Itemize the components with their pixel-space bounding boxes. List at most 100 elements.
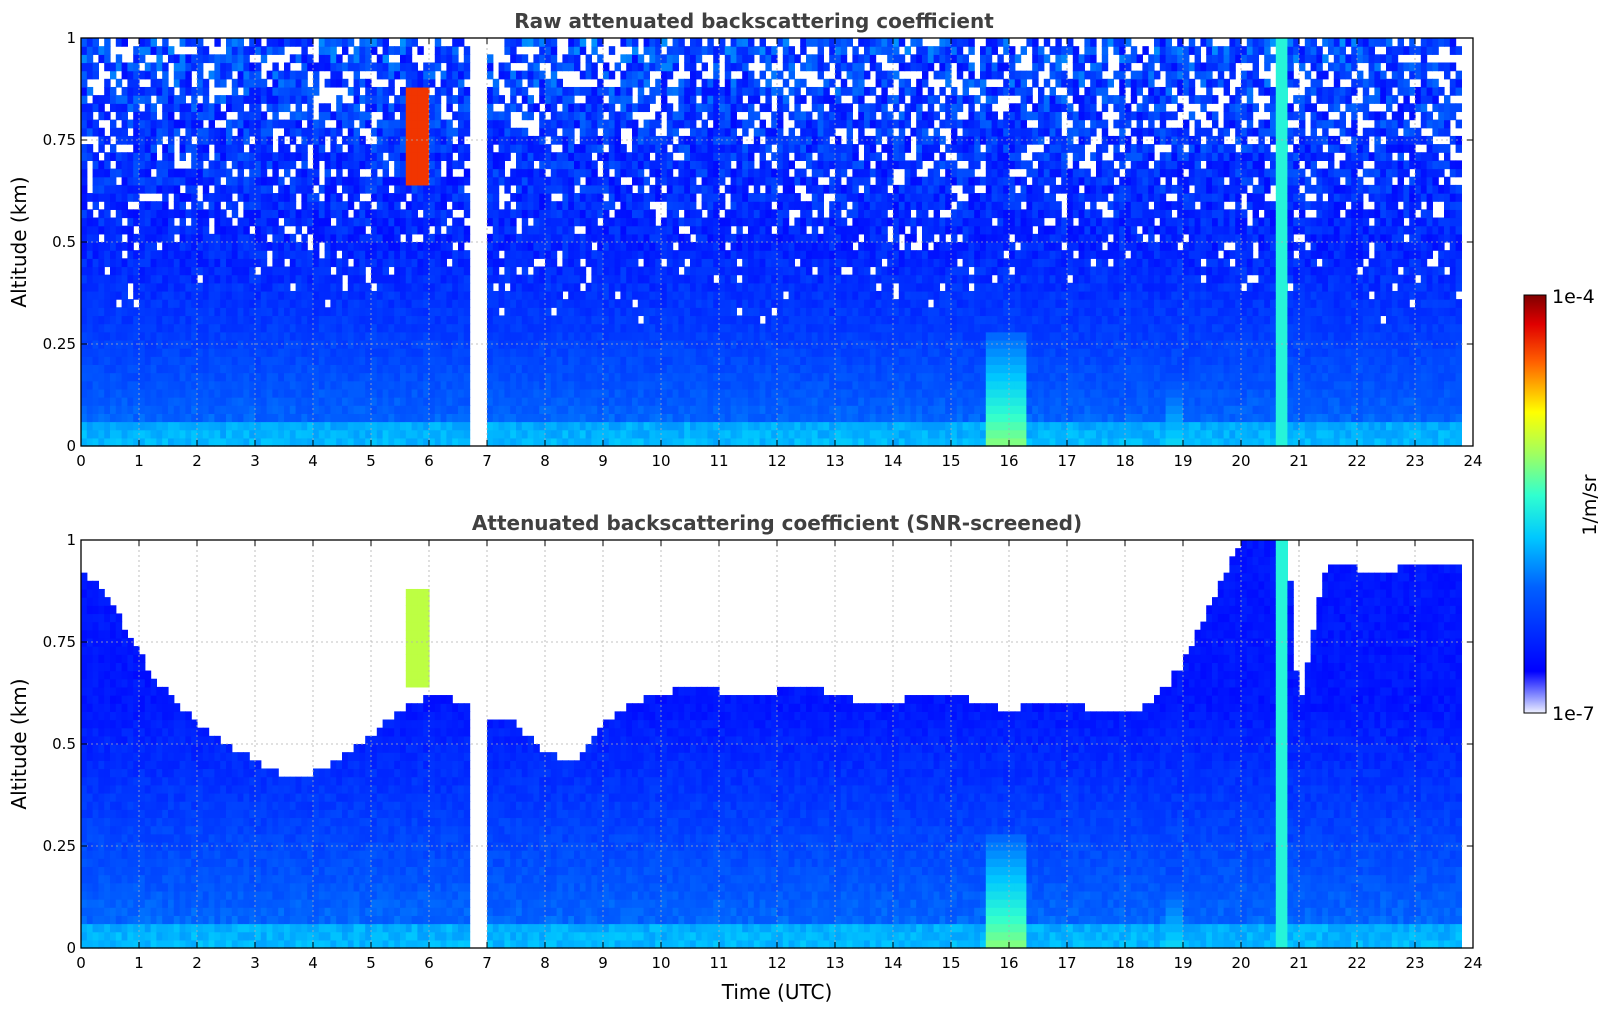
heatmap-cell — [133, 380, 140, 390]
heatmap-cell — [115, 266, 123, 276]
heatmap-cell — [719, 429, 726, 439]
heatmap-cell — [278, 242, 285, 251]
heatmap-cell — [742, 413, 749, 423]
heatmap-cell — [371, 193, 378, 202]
heatmap-cell — [637, 331, 645, 341]
heatmap-cell — [121, 160, 128, 170]
heatmap-cell — [371, 46, 378, 55]
heatmap-cell — [550, 38, 558, 47]
heatmap-cell — [440, 193, 447, 202]
heatmap-cell — [255, 307, 262, 317]
heatmap-cell — [388, 429, 395, 439]
heatmap-cell — [86, 54, 94, 64]
heatmap-cell — [353, 290, 360, 300]
heatmap-cell — [237, 46, 244, 55]
heatmap-cell — [661, 299, 668, 308]
heatmap-cell — [661, 266, 668, 276]
heatmap-cell — [179, 372, 186, 382]
heatmap-cell — [86, 299, 94, 308]
heatmap-cell — [365, 372, 372, 382]
heatmap-cell — [574, 193, 581, 202]
heatmap-cell — [649, 119, 656, 129]
heatmap-cell — [260, 429, 268, 439]
heatmap-cell — [295, 250, 302, 259]
heatmap-cell — [521, 176, 529, 186]
heatmap-cell — [440, 331, 447, 341]
heatmap-cell — [724, 290, 732, 300]
heatmap-cell — [516, 209, 523, 219]
heatmap-cell — [121, 135, 128, 145]
heatmap-cell — [272, 421, 279, 431]
heatmap-cell — [632, 168, 639, 178]
heatmap-cell — [243, 274, 250, 284]
heatmap-cell — [98, 209, 105, 219]
heatmap-cell — [342, 46, 349, 55]
heatmap-cell — [579, 70, 587, 80]
heatmap-cell — [371, 307, 378, 317]
heatmap-cell — [463, 250, 471, 259]
heatmap-cell — [719, 266, 726, 276]
heatmap-cell — [684, 331, 691, 341]
heatmap-cell — [516, 152, 523, 161]
heatmap-cell — [521, 290, 529, 300]
heatmap-cell — [220, 348, 227, 357]
heatmap-cell — [342, 152, 349, 161]
heatmap-cell — [144, 201, 152, 210]
heatmap-cell — [336, 348, 343, 357]
heatmap-cell — [730, 429, 737, 439]
heatmap-cell — [307, 282, 314, 292]
heatmap-cell — [214, 242, 221, 251]
heatmap-cell — [394, 323, 401, 333]
heatmap-cell — [150, 217, 157, 227]
heatmap-cell — [458, 217, 465, 227]
heatmap-cell — [411, 152, 418, 161]
heatmap-cell — [133, 217, 140, 227]
heatmap-cell — [463, 127, 471, 137]
heatmap-cell — [736, 135, 743, 145]
heatmap-cell — [255, 290, 262, 300]
heatmap-cell — [284, 413, 291, 423]
heatmap-cell — [434, 62, 442, 72]
heatmap-cell — [121, 307, 128, 317]
heatmap-cell — [156, 307, 163, 317]
heatmap-cell — [342, 356, 349, 365]
heatmap-cell — [649, 405, 656, 414]
heatmap-cell — [347, 266, 355, 276]
heatmap-cell — [313, 331, 320, 341]
heatmap-cell — [492, 290, 500, 300]
heatmap-cell — [458, 242, 465, 251]
heatmap-cell — [359, 46, 366, 55]
heatmap-cell — [527, 193, 534, 202]
heatmap-cell — [272, 437, 279, 447]
heatmap-cell — [405, 282, 413, 292]
heatmap-cell — [440, 135, 447, 145]
heatmap-cell — [550, 250, 558, 259]
heatmap-cell — [191, 209, 198, 219]
heatmap-cell — [724, 380, 732, 390]
heatmap-cell — [603, 217, 610, 227]
heatmap-cell — [284, 70, 291, 80]
heatmap-cell — [376, 372, 384, 382]
heatmap-cell — [661, 242, 668, 251]
heatmap-cell — [226, 323, 233, 333]
heatmap-cell — [162, 364, 169, 374]
heatmap-cell — [533, 348, 540, 357]
heatmap-cell — [81, 160, 88, 170]
heatmap-cell — [98, 193, 105, 202]
heatmap-cell — [388, 397, 395, 406]
heatmap-cell — [626, 233, 633, 243]
heatmap-cell — [400, 307, 407, 317]
heatmap-cell — [608, 413, 616, 423]
heatmap-cell — [429, 421, 436, 431]
heatmap-cell — [701, 127, 708, 137]
heatmap-cell — [434, 250, 442, 259]
heatmap-cell — [214, 250, 221, 259]
heatmap-cell — [516, 348, 523, 357]
heatmap-cell — [98, 127, 105, 137]
heatmap-cell — [510, 323, 517, 333]
heatmap-cell — [272, 225, 279, 235]
heatmap-cell — [400, 176, 407, 186]
heatmap-cell — [550, 103, 558, 113]
heatmap-cell — [81, 54, 88, 64]
heatmap-cell — [284, 405, 291, 414]
